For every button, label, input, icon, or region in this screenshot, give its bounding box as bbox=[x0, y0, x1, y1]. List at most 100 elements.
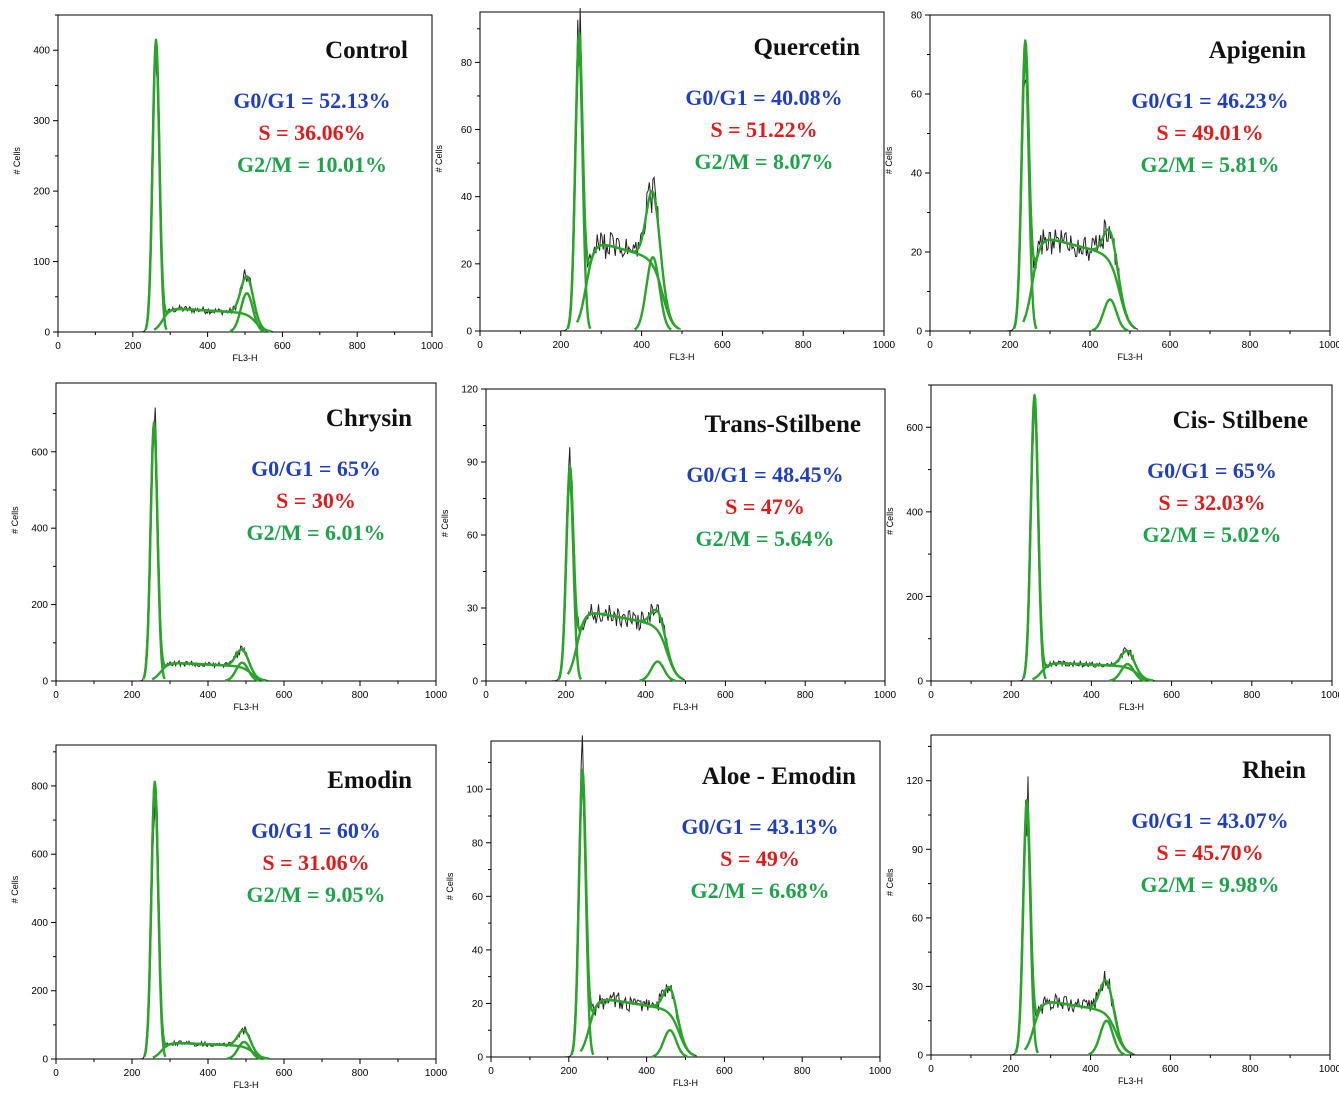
x-tick-label: 1000 bbox=[1321, 690, 1339, 701]
total-fit-curve bbox=[142, 421, 267, 682]
y-tick-label: 0 bbox=[477, 1053, 483, 1064]
s-phase-stat: S = 51.22% bbox=[710, 117, 817, 142]
x-tick-label: 200 bbox=[1002, 1064, 1019, 1075]
x-axis-label: FL3-H bbox=[233, 702, 258, 712]
g0g1-stat: G0/G1 = 43.13% bbox=[681, 814, 838, 839]
y-axis-label: # Cells bbox=[884, 146, 894, 174]
total-fit-curve bbox=[557, 465, 684, 681]
y-tick-label: 0 bbox=[42, 1055, 48, 1066]
histogram-panel: 0 200 400 600 800 1000 0 100 200 300 400 FL3-H # Cel… bbox=[12, 14, 444, 363]
x-tick-label: 200 bbox=[124, 690, 141, 701]
s-phase-stat: S = 49% bbox=[720, 846, 800, 871]
y-tick-label: 40 bbox=[911, 169, 923, 180]
histogram-panel: 0 200 400 600 800 1000 0 200 400 600 FL3-H # Cells C… bbox=[10, 382, 448, 712]
x-tick-label: 1000 bbox=[425, 690, 448, 701]
g2m-fit-curve bbox=[229, 292, 265, 333]
x-tick-label: 400 bbox=[1082, 340, 1099, 351]
y-tick-label: 40 bbox=[472, 945, 484, 956]
total-fit-curve bbox=[144, 38, 272, 333]
g0g1-stat: G0/G1 = 60% bbox=[251, 818, 381, 843]
y-axis-label: # Cells bbox=[434, 144, 444, 172]
histogram-panel: 0 200 400 600 800 1000 0 30 60 90 120 FL3-H # Cells T… bbox=[440, 385, 897, 713]
y-tick-label: 200 bbox=[33, 187, 50, 198]
y-tick-label: 30 bbox=[467, 604, 479, 615]
y-tick-label: 300 bbox=[33, 116, 50, 127]
s-phase-stat: S = 31.06% bbox=[262, 850, 369, 875]
histogram-panel: 0 200 400 600 800 1000 0 200 400 600 800 FL3-H # Cel… bbox=[10, 744, 448, 1090]
x-tick-label: 1000 bbox=[873, 340, 896, 351]
y-tick-label: 120 bbox=[906, 776, 923, 787]
x-tick-label: 600 bbox=[1162, 1064, 1179, 1075]
panel-title: Control bbox=[325, 37, 408, 64]
s-phase-stat: S = 36.06% bbox=[258, 120, 365, 145]
y-tick-label: 30 bbox=[912, 982, 924, 993]
x-tick-label: 800 bbox=[352, 1068, 369, 1079]
x-tick-label: 800 bbox=[1243, 690, 1260, 701]
y-tick-label: 40 bbox=[461, 192, 473, 203]
g0g1-stat: G0/G1 = 65% bbox=[251, 456, 381, 481]
x-tick-label: 400 bbox=[1082, 1064, 1099, 1075]
y-tick-label: 0 bbox=[472, 677, 478, 688]
g2m-fit-curve bbox=[1088, 1019, 1125, 1056]
x-tick-label: 1000 bbox=[421, 341, 444, 352]
y-tick-label: 60 bbox=[467, 531, 479, 542]
y-axis-label: # Cells bbox=[445, 872, 455, 900]
y-tick-label: 80 bbox=[472, 838, 484, 849]
s-phase-stat: S = 30% bbox=[276, 488, 356, 513]
x-tick-label: 400 bbox=[200, 1068, 217, 1079]
x-tick-label: 0 bbox=[53, 690, 59, 701]
y-tick-label: 200 bbox=[31, 986, 48, 997]
x-tick-label: 0 bbox=[488, 1066, 494, 1077]
g2m-fit-curve bbox=[1091, 298, 1129, 332]
g2m-fit-curve bbox=[652, 1029, 688, 1058]
g0g1-stat: G0/G1 = 46.23% bbox=[1131, 88, 1288, 113]
y-tick-label: 400 bbox=[33, 46, 50, 57]
x-tick-label: 800 bbox=[1242, 340, 1259, 351]
x-tick-label: 1000 bbox=[874, 690, 897, 701]
g2m-fit-curve bbox=[224, 661, 260, 682]
x-tick-label: 600 bbox=[1163, 690, 1180, 701]
y-tick-label: 80 bbox=[461, 58, 473, 69]
y-tick-label: 200 bbox=[31, 600, 48, 611]
g0g1-stat: G0/G1 = 48.45% bbox=[686, 462, 843, 487]
x-tick-label: 0 bbox=[928, 690, 934, 701]
y-tick-label: 600 bbox=[31, 850, 48, 861]
y-axis-label: # Cells bbox=[10, 506, 20, 534]
panel-title: Apigenin bbox=[1209, 37, 1306, 64]
x-tick-label: 400 bbox=[1083, 690, 1100, 701]
x-tick-label: 1000 bbox=[1319, 340, 1339, 351]
x-tick-label: 600 bbox=[276, 690, 293, 701]
panel-title: Trans-Stilbene bbox=[705, 411, 862, 438]
x-tick-label: 1000 bbox=[1319, 1064, 1339, 1075]
x-tick-label: 600 bbox=[714, 340, 731, 351]
total-fit-curve bbox=[1014, 798, 1133, 1055]
y-axis-label: # Cells bbox=[10, 875, 20, 903]
s-phase-stat: S = 47% bbox=[725, 494, 805, 519]
x-tick-label: 200 bbox=[124, 341, 141, 352]
panel-title: Aloe - Emodin bbox=[702, 763, 856, 790]
total-fit-curve bbox=[143, 780, 270, 1060]
panel-title: Emodin bbox=[327, 767, 412, 794]
y-tick-label: 400 bbox=[31, 918, 48, 929]
histogram-panel: 0 200 400 600 800 1000 0 200 400 600 FL3-H # Cells C… bbox=[885, 384, 1339, 712]
y-tick-label: 20 bbox=[472, 999, 484, 1010]
x-tick-label: 0 bbox=[927, 340, 933, 351]
x-tick-label: 400 bbox=[637, 690, 654, 701]
y-tick-label: 400 bbox=[31, 524, 48, 535]
x-tick-label: 200 bbox=[1002, 340, 1019, 351]
total-fit-curve bbox=[570, 768, 696, 1057]
histogram-panel: 0 200 400 600 800 1000 0 30 60 90 120 FL3-H # Cells R… bbox=[885, 734, 1339, 1086]
y-tick-label: 100 bbox=[33, 257, 50, 268]
y-tick-label: 0 bbox=[916, 327, 922, 338]
x-tick-label: 1000 bbox=[425, 1068, 448, 1079]
g2m-stat: G2/M = 6.01% bbox=[246, 520, 385, 545]
x-tick-label: 1000 bbox=[869, 1066, 892, 1077]
y-tick-label: 0 bbox=[466, 327, 472, 338]
s-phase-stat: S = 45.70% bbox=[1156, 840, 1263, 865]
x-tick-label: 400 bbox=[199, 341, 216, 352]
x-tick-label: 600 bbox=[716, 1066, 733, 1077]
x-tick-label: 200 bbox=[124, 1068, 141, 1079]
y-tick-label: 20 bbox=[911, 248, 923, 259]
